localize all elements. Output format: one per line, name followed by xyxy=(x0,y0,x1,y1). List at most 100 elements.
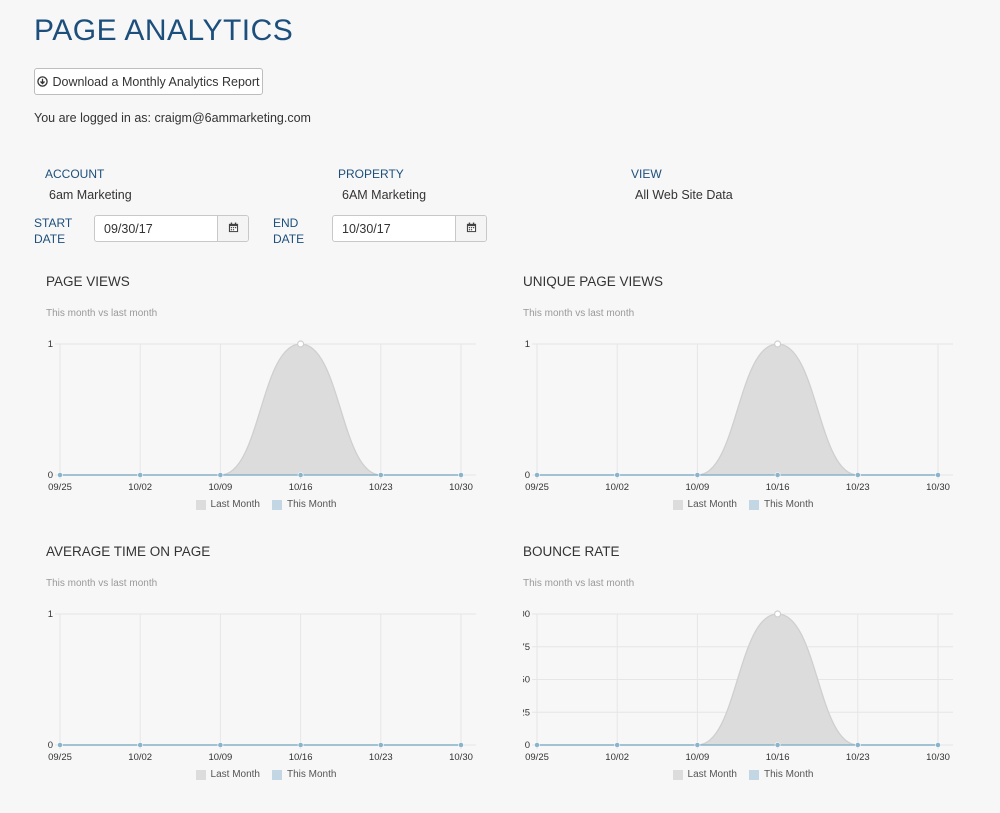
legend-label: Last Month xyxy=(687,499,737,510)
x-tick-label: 09/25 xyxy=(525,482,549,493)
chart-subtitle: This month vs last month xyxy=(46,578,158,589)
logged-in-text: You are logged in as: craigm@6ammarketin… xyxy=(34,111,311,125)
x-tick-label: 10/16 xyxy=(766,482,790,493)
legend-swatch xyxy=(749,499,759,510)
property-value[interactable]: 6AM Marketing xyxy=(342,188,427,202)
chart-title: BOUNCE RATE xyxy=(523,544,620,559)
legend-label: Last Month xyxy=(210,769,260,780)
chart-plot: 0 1 09/25 10/02 10/09 10/16 10/23 10/30 xyxy=(48,339,476,493)
data-point-this-month xyxy=(377,472,384,478)
view-value[interactable]: All Web Site Data xyxy=(635,188,733,202)
x-tick-label: 10/23 xyxy=(369,482,393,493)
legend-swatch xyxy=(272,769,282,780)
legend-item-this-month[interactable]: This Month xyxy=(749,499,813,510)
data-point-last-month xyxy=(297,340,305,348)
y-tick-label: 0 xyxy=(48,740,53,751)
x-tick-label: 10/23 xyxy=(369,752,393,763)
property-label: PROPERTY xyxy=(338,167,404,181)
legend-label: This Month xyxy=(764,769,814,780)
account-label: ACCOUNT xyxy=(45,167,105,181)
y-tick-label: 1 xyxy=(525,339,530,350)
data-point-this-month xyxy=(774,742,781,748)
download-report-button[interactable]: Download a Monthly Analytics Report xyxy=(34,68,263,95)
x-tick-label: 10/09 xyxy=(209,752,233,763)
legend-label: This Month xyxy=(287,499,337,510)
data-point-this-month xyxy=(614,472,621,478)
y-tick-label: 1 xyxy=(48,339,53,350)
data-point-this-month xyxy=(57,472,63,478)
download-circle-icon xyxy=(37,76,49,87)
data-point-this-month xyxy=(854,742,861,748)
legend-item-last-month[interactable]: Last Month xyxy=(195,769,260,780)
start-date-label: START DATE xyxy=(34,216,73,246)
legend-item-this-month[interactable]: This Month xyxy=(749,769,813,780)
legend-label: This Month xyxy=(764,499,814,510)
y-tick-label: 75 xyxy=(523,642,530,653)
legend-item-last-month[interactable]: Last Month xyxy=(195,499,260,510)
data-point-this-month xyxy=(137,742,144,748)
legend-item-last-month[interactable]: Last Month xyxy=(672,499,737,510)
chart-plot: 0 25 50 75 100 09/25 10/02 10/09 10/16 10/23 10/30 xyxy=(523,609,953,763)
data-point-this-month xyxy=(377,742,384,748)
legend-label: Last Month xyxy=(687,769,737,780)
legend-swatch xyxy=(749,769,759,780)
data-point-this-month xyxy=(297,742,304,748)
x-tick-label: 09/25 xyxy=(525,752,549,763)
data-point-this-month xyxy=(534,472,540,478)
chart-plot: 0 1 09/25 10/02 10/09 10/16 10/23 10/30 xyxy=(525,339,953,493)
legend-item-this-month[interactable]: This Month xyxy=(272,499,336,510)
y-tick-label: 0 xyxy=(525,470,530,481)
calendar-icon xyxy=(228,221,239,236)
legend-swatch xyxy=(672,769,683,780)
chart-subtitle: This month vs last month xyxy=(523,308,635,319)
start-date-calendar-button[interactable] xyxy=(217,216,248,241)
y-tick-label: 1 xyxy=(48,609,53,620)
chart-plot: 0 1 09/25 10/02 10/09 10/16 10/23 10/30 xyxy=(48,609,476,763)
chart-legend: Last Month This Month xyxy=(523,499,963,510)
chart-legend: Last Month This Month xyxy=(46,769,486,780)
data-point-this-month xyxy=(854,472,861,478)
data-point-this-month xyxy=(935,472,941,478)
chart-title: AVERAGE TIME ON PAGE xyxy=(46,544,211,559)
x-tick-label: 10/09 xyxy=(686,482,710,493)
x-tick-label: 10/16 xyxy=(766,752,790,763)
x-tick-label: 10/02 xyxy=(605,752,629,763)
x-tick-label: 09/25 xyxy=(48,482,72,493)
end-date-calendar-button[interactable] xyxy=(455,216,486,241)
account-value[interactable]: 6am Marketing xyxy=(49,188,132,202)
download-report-label: Download a Monthly Analytics Report xyxy=(52,74,260,89)
x-tick-label: 10/30 xyxy=(449,482,473,493)
legend-swatch xyxy=(195,769,206,780)
y-tick-label: 100 xyxy=(523,609,530,620)
end-date-input[interactable] xyxy=(333,216,455,241)
end-date-label: END DATE xyxy=(273,216,305,246)
data-point-this-month xyxy=(57,742,63,748)
chart-legend: Last Month This Month xyxy=(523,769,963,780)
y-tick-label: 0 xyxy=(525,740,530,751)
calendar-icon xyxy=(466,221,477,236)
y-tick-label: 50 xyxy=(523,675,530,686)
unique-page-views-chart: UNIQUE PAGE VIEWS This month vs last mon… xyxy=(523,274,963,529)
view-label: VIEW xyxy=(631,167,662,181)
data-point-this-month xyxy=(217,742,224,748)
data-point-this-month xyxy=(137,472,144,478)
start-date-input[interactable] xyxy=(95,216,217,241)
data-point-this-month xyxy=(458,472,464,478)
x-tick-label: 10/02 xyxy=(605,482,629,493)
chart-legend: Last Month This Month xyxy=(46,499,486,510)
x-tick-label: 10/09 xyxy=(209,482,233,493)
x-tick-label: 10/23 xyxy=(846,482,870,493)
data-point-this-month xyxy=(458,742,464,748)
x-tick-label: 10/30 xyxy=(449,752,473,763)
legend-swatch xyxy=(272,499,282,510)
data-point-this-month xyxy=(217,472,224,478)
page-views-chart: PAGE VIEWS This month vs last month 0 1 09… xyxy=(46,274,486,529)
page-title: PAGE ANALYTICS xyxy=(34,14,294,47)
legend-item-this-month[interactable]: This Month xyxy=(272,769,336,780)
x-tick-label: 09/25 xyxy=(48,752,72,763)
chart-title: UNIQUE PAGE VIEWS xyxy=(523,274,664,289)
chart-subtitle: This month vs last month xyxy=(523,578,635,589)
end-date-field xyxy=(332,215,487,242)
legend-item-last-month[interactable]: Last Month xyxy=(672,769,737,780)
x-tick-label: 10/09 xyxy=(686,752,710,763)
